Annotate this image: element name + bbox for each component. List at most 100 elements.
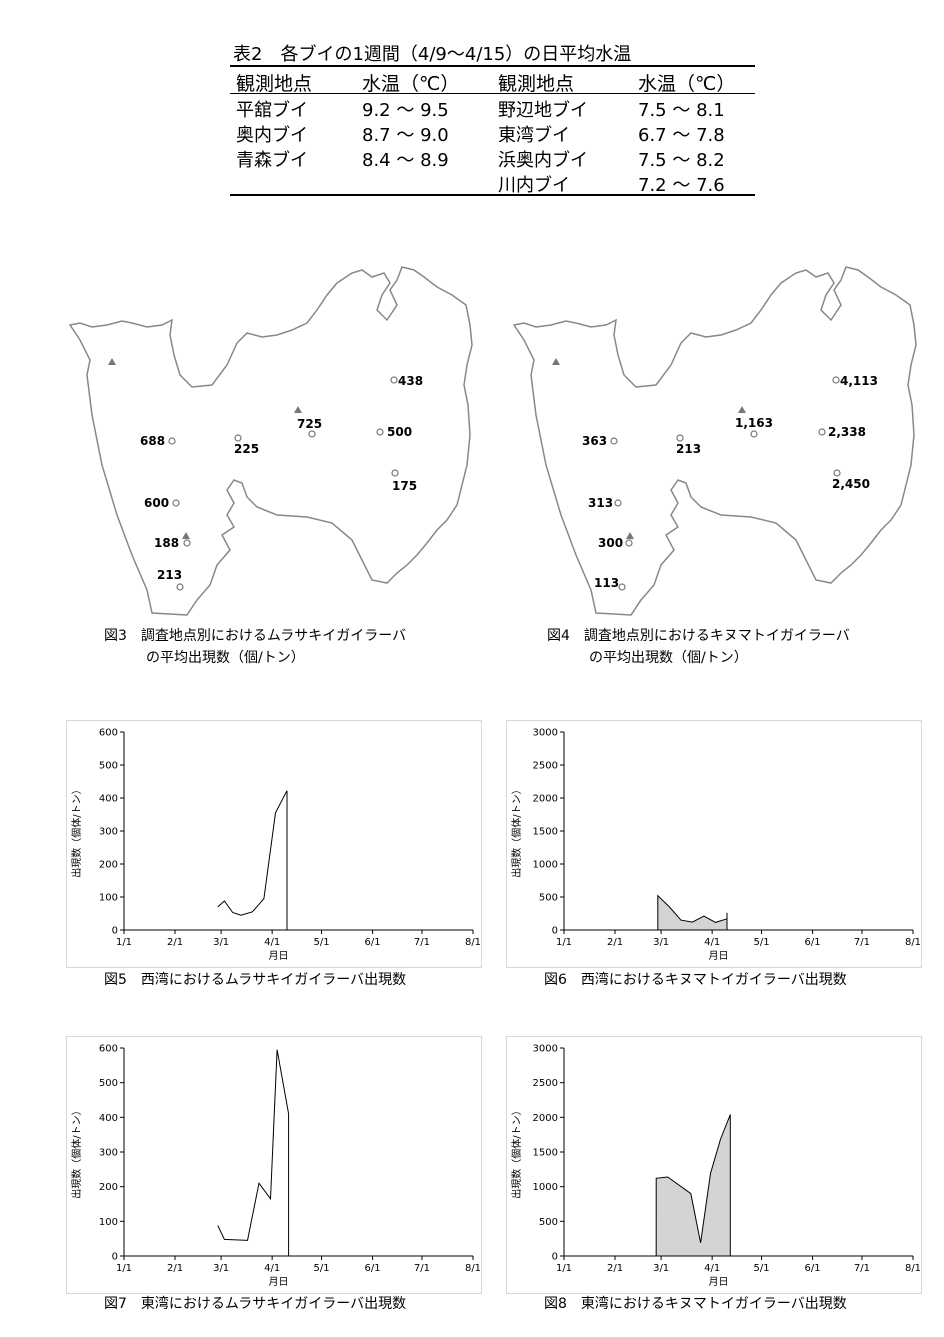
survey-point [610,437,618,445]
map-label: 175 [392,479,417,493]
y-tick-label: 2000 [533,794,558,805]
y-tick-label: 1000 [533,1182,558,1193]
table-cell: 平舘ブイ [236,100,308,121]
table-cell: 8.7 ～ 9.0 [362,125,449,146]
x-tick-label: 1/1 [556,937,572,948]
bay-coastline [68,266,473,616]
x-tick-label: 2/1 [167,937,183,948]
x-tick-label: 4/1 [264,937,280,948]
map-label: 363 [582,434,607,448]
y-tick-label: 1500 [533,827,558,838]
map-label: 725 [297,417,322,431]
survey-point [618,583,626,591]
x-axis-label: 月日 [709,1276,729,1288]
table-row: 奥内ブイ 8.7 ～ 9.0 東湾ブイ 6.7 ～ 7.8 [230,119,755,146]
series-area [655,1114,731,1257]
map-label: 213 [676,442,701,456]
map-label: 225 [234,442,259,456]
y-tick-label: 100 [99,893,118,904]
header-temp-2: 水温（℃） [638,73,736,95]
fig5-caption: 図5 西湾におけるムラサキイガイラーバ出現数 [104,972,407,988]
survey-point [176,583,184,591]
y-tick-label: 2000 [533,1113,558,1124]
table-cell: 7.2 ～ 7.6 [638,175,725,196]
x-axis-label: 月日 [709,950,729,962]
table-row: 平舘ブイ 9.2 ～ 9.5 野辺地ブイ 7.5 ～ 8.1 [230,94,755,121]
y-tick-label: 3000 [533,1044,558,1055]
table-row: 川内ブイ 7.2 ～ 7.6 [230,169,755,196]
x-tick-label: 7/1 [854,1263,870,1274]
series-area [657,894,728,931]
table-cell: 青森ブイ [236,150,308,171]
x-tick-label: 6/1 [365,1263,381,1274]
table-cell: 奥内ブイ [236,125,308,146]
x-tick-label: 1/1 [116,1263,132,1274]
y-tick-label: 500 [99,1078,118,1089]
x-tick-label: 4/1 [264,1263,280,1274]
map-label: 188 [154,536,179,550]
x-tick-label: 2/1 [607,937,623,948]
header-station-1: 観測地点 [236,73,313,95]
x-tick-label: 3/1 [653,1263,669,1274]
chart-fig5: 0 100 200 300 400 500 600 1/1 2/1 3/1 4/1 5/1 6/1 7/1… [66,720,482,968]
table-cell: 野辺地ブイ [498,100,588,121]
x-tick-label: 7/1 [854,937,870,948]
map-label: 500 [387,425,412,439]
series-line [217,1049,290,1256]
x-tick-label: 8/1 [905,937,921,948]
y-tick-label: 200 [99,1182,118,1193]
chart-fig7: 0 100 200 300 400 500 600 1/1 2/1 3/1 4/1 5/1 6/1 7/1… [66,1036,482,1294]
map-label: 1,163 [735,416,773,430]
table-row: 青森ブイ 8.4 ～ 8.9 浜奥内ブイ 7.5 ～ 8.2 [230,144,755,171]
x-tick-label: 6/1 [805,937,821,948]
map-label: 213 [157,568,182,582]
survey-point [376,428,384,436]
x-tick-label: 6/1 [365,937,381,948]
x-tick-label: 5/1 [754,937,770,948]
survey-point [676,434,684,442]
fig4-caption-line2: の平均出現数（個/トン） [589,650,748,666]
survey-point [750,430,758,438]
fig3-caption-line2: の平均出現数（個/トン） [146,650,305,666]
buoy-triangle [552,358,560,365]
survey-point [833,469,841,477]
map-label: 300 [598,536,623,550]
y-tick-label: 500 [99,761,118,772]
y-tick-label: 0 [112,1252,118,1263]
y-tick-label: 1500 [533,1148,558,1159]
fig3-caption: 図3 調査地点別におけるムラサキイガイラーバ の平均出現数（個/トン） [104,625,406,669]
fig6-caption: 図6 西湾におけるキヌマトイガイラーバ出現数 [544,972,847,988]
x-tick-label: 1/1 [116,937,132,948]
x-tick-label: 7/1 [414,937,430,948]
x-tick-label: 5/1 [314,937,330,948]
fig3-caption-line1: 図3 調査地点別におけるムラサキイガイラーバ [104,628,407,644]
header-temp-1: 水温（℃） [362,73,460,95]
bay-coastline [512,266,917,616]
y-tick-label: 600 [99,1044,118,1055]
survey-point [168,437,176,445]
x-tick-label: 6/1 [805,1263,821,1274]
water-temp-table: 観測地点 水温（℃） 観測地点 水温（℃） 平舘ブイ 9.2 ～ 9.5 野辺地… [230,65,755,196]
x-tick-label: 1/1 [556,1263,572,1274]
y-tick-label: 0 [552,926,558,937]
survey-point [832,376,840,384]
chart-frame [66,720,482,968]
survey-point [625,539,633,547]
x-tick-label: 4/1 [704,1263,720,1274]
survey-point [183,539,191,547]
map-label: 313 [588,496,613,510]
table-title: 表2 各ブイの1週間（4/9～4/15）の日平均水温 [233,44,632,65]
chart-frame [506,1036,922,1294]
y-axis-label: 出現数（個体/トン） [510,1105,523,1198]
table-cell: 東湾ブイ [498,125,570,146]
map-label: 438 [398,374,423,388]
x-tick-label: 3/1 [213,937,229,948]
chart-frame [506,720,922,968]
map-label: 2,450 [832,477,870,491]
survey-point [172,499,180,507]
map-label: 600 [144,496,169,510]
map-label: 688 [140,434,165,448]
map-label: 4,113 [840,374,878,388]
y-tick-label: 100 [99,1217,118,1228]
x-tick-label: 7/1 [414,1263,430,1274]
